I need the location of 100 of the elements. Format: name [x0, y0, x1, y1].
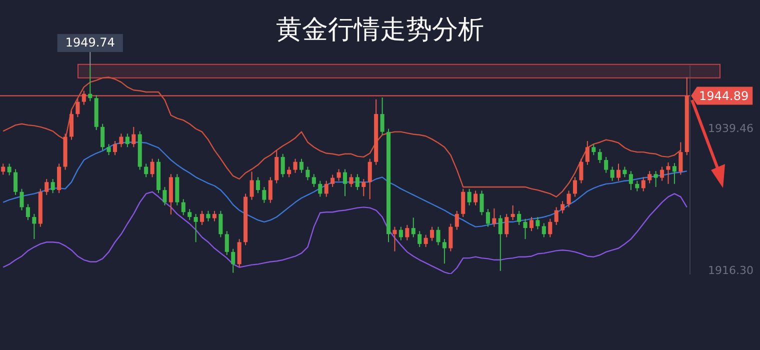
candlestick: [523, 218, 528, 240]
candlestick: [398, 226, 403, 241]
candlestick: [672, 162, 676, 184]
candlestick: [1, 163, 6, 176]
candlestick: [206, 210, 210, 222]
candlestick: [26, 204, 30, 221]
candlestick: [218, 210, 223, 238]
candlestick: [262, 186, 266, 204]
candlestick: [461, 188, 466, 218]
candlestick: [256, 176, 260, 194]
candlestick: [112, 140, 118, 156]
candlestick: [7, 163, 12, 176]
candlestick: [467, 188, 472, 206]
candlestick: [250, 171, 254, 200]
candlestick: [641, 176, 646, 192]
candlestick: [312, 174, 316, 188]
candlestick: [585, 140, 590, 166]
candlestick: [635, 180, 640, 192]
candlestick: [150, 158, 154, 178]
candlestick: [14, 168, 18, 196]
candlestick: [604, 156, 608, 174]
candlestick: [442, 238, 446, 264]
candlestick: [678, 142, 683, 176]
candlestick: [125, 133, 130, 148]
chart-title: 黄金行情走势分析: [276, 15, 484, 45]
candlestick: [554, 206, 558, 226]
candlestick: [448, 223, 453, 252]
candlestick: [660, 166, 664, 182]
candlestick: [486, 208, 490, 228]
candlestick: [529, 216, 534, 232]
candlestick: [76, 98, 80, 118]
candlestick: [430, 226, 434, 242]
annotation: 1949.74: [65, 36, 115, 50]
candlestick: [362, 178, 366, 197]
candlestick: [237, 238, 242, 268]
candlestick: [336, 168, 341, 182]
candlestick: [610, 166, 614, 182]
ref-line-label: 1944.89: [699, 88, 749, 103]
candlestick: [181, 198, 186, 216]
candlestick: [342, 168, 348, 197]
candlestick: [616, 163, 621, 182]
candlestick: [517, 210, 522, 226]
candlestick: [411, 217, 416, 238]
candlestick: [44, 178, 49, 196]
candlestick: [106, 144, 111, 156]
candlestick: [50, 178, 55, 194]
candlestick: [231, 248, 236, 274]
candlestick: [454, 210, 459, 230]
candlestick: [628, 170, 633, 191]
candlestick: [100, 123, 105, 151]
candlestick: [542, 222, 546, 238]
candlestick: [212, 210, 216, 222]
candlestick: [592, 144, 596, 156]
candlestick: [32, 213, 36, 240]
candlestick: [424, 234, 428, 248]
candlestick: [368, 158, 372, 200]
candlestick: [280, 153, 285, 178]
candlestick: [299, 158, 304, 174]
candlestick: [666, 162, 670, 184]
candlestick: [293, 158, 298, 174]
candlestick: [57, 163, 62, 194]
candlestick: [318, 180, 322, 198]
candlestick: [598, 148, 602, 164]
candlestick: [200, 210, 204, 226]
candlestick: [474, 190, 478, 206]
candlestick: [306, 166, 310, 181]
candlestick: [144, 163, 148, 178]
candlestick: [498, 214, 502, 272]
candlestick: [418, 230, 422, 248]
candlestick: [566, 190, 571, 208]
candlestick: [274, 150, 279, 184]
candlestick: [162, 186, 167, 206]
candlestick: [560, 200, 565, 214]
candlestick: [194, 213, 198, 243]
candlestick: [648, 170, 652, 184]
candlestick: [480, 190, 484, 216]
candlestick: [69, 110, 74, 140]
y-tick-label: 1939.46: [708, 122, 754, 135]
candlestick: [188, 208, 192, 221]
candlestick: [349, 174, 354, 188]
candlestick: [392, 226, 397, 252]
candlestick: [548, 218, 552, 238]
candlestick: [436, 226, 440, 246]
candlestick: [654, 170, 658, 188]
candlestick: [224, 230, 229, 256]
candlestick: [536, 216, 540, 230]
y-tick-label: 1916.30: [708, 264, 754, 277]
candlestick: [572, 176, 578, 198]
candlestick: [355, 174, 360, 191]
candlestick: [119, 133, 124, 148]
candlestick: [492, 208, 496, 228]
candlestick: [324, 180, 328, 198]
candlestick: [510, 204, 515, 221]
candlestick: [268, 176, 272, 204]
candlestick: [330, 174, 335, 188]
candlestick: [380, 97, 384, 136]
candlestick: [88, 66, 92, 102]
candlestick: [132, 126, 136, 148]
candlestick: [579, 158, 584, 184]
candlestick: [504, 213, 509, 238]
